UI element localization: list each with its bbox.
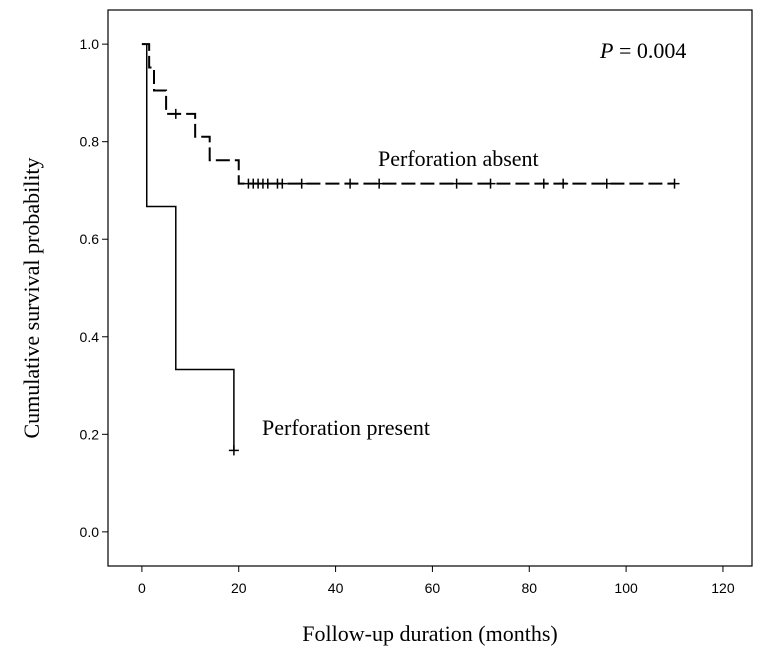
p-value-annotation: P = 0.004 xyxy=(599,38,686,63)
y-axis-title: Cumulative survival probability xyxy=(19,157,44,438)
x-tick-label: 120 xyxy=(711,580,735,596)
x-tick-label: 100 xyxy=(614,580,638,596)
y-tick-label: 0.8 xyxy=(80,134,100,150)
plot-frame xyxy=(107,9,753,567)
y-tick-label: 0.0 xyxy=(80,524,100,540)
censor-mark-perforation-absent xyxy=(669,178,680,189)
x-tick-label: 20 xyxy=(231,580,247,596)
x-tick-label: 40 xyxy=(328,580,344,596)
series-label-perforation-absent: Perforation absent xyxy=(378,146,539,171)
x-tick-label: 0 xyxy=(138,580,146,596)
censor-mark-perforation-absent xyxy=(296,178,307,189)
censor-mark-perforation-absent xyxy=(262,178,273,189)
censor-mark-perforation-absent xyxy=(451,178,462,189)
y-tick-label: 1.0 xyxy=(80,36,100,52)
series-label-perforation-present: Perforation present xyxy=(262,415,430,440)
censor-mark-perforation-absent xyxy=(345,178,356,189)
p-value-label: P xyxy=(599,38,613,63)
censor-mark-perforation-absent xyxy=(485,178,496,189)
series-line-perforation-present xyxy=(141,43,235,451)
axis-ticks: 0 20 40 60 80 100 120 0.0 0.2 0.4 0.6 0.8 1.0 xyxy=(80,36,735,596)
censor-mark-perforation-present xyxy=(228,445,239,456)
censor-mark-perforation-absent xyxy=(538,178,549,189)
censor-mark-perforation-absent xyxy=(558,178,569,189)
x-tick-label: 60 xyxy=(425,580,441,596)
x-tick-label: 80 xyxy=(521,580,537,596)
censor-mark-perforation-absent xyxy=(601,178,612,189)
x-axis-title: Follow-up duration (months) xyxy=(302,621,557,646)
y-tick-label: 0.6 xyxy=(80,231,100,247)
censor-mark-perforation-absent xyxy=(277,178,288,189)
p-value-text: = 0.004 xyxy=(613,38,686,63)
censor-mark-perforation-absent xyxy=(374,178,385,189)
series-layer xyxy=(141,43,680,456)
censor-mark-perforation-absent xyxy=(170,108,181,119)
y-tick-label: 0.4 xyxy=(80,329,100,345)
y-tick-label: 0.2 xyxy=(80,426,100,442)
